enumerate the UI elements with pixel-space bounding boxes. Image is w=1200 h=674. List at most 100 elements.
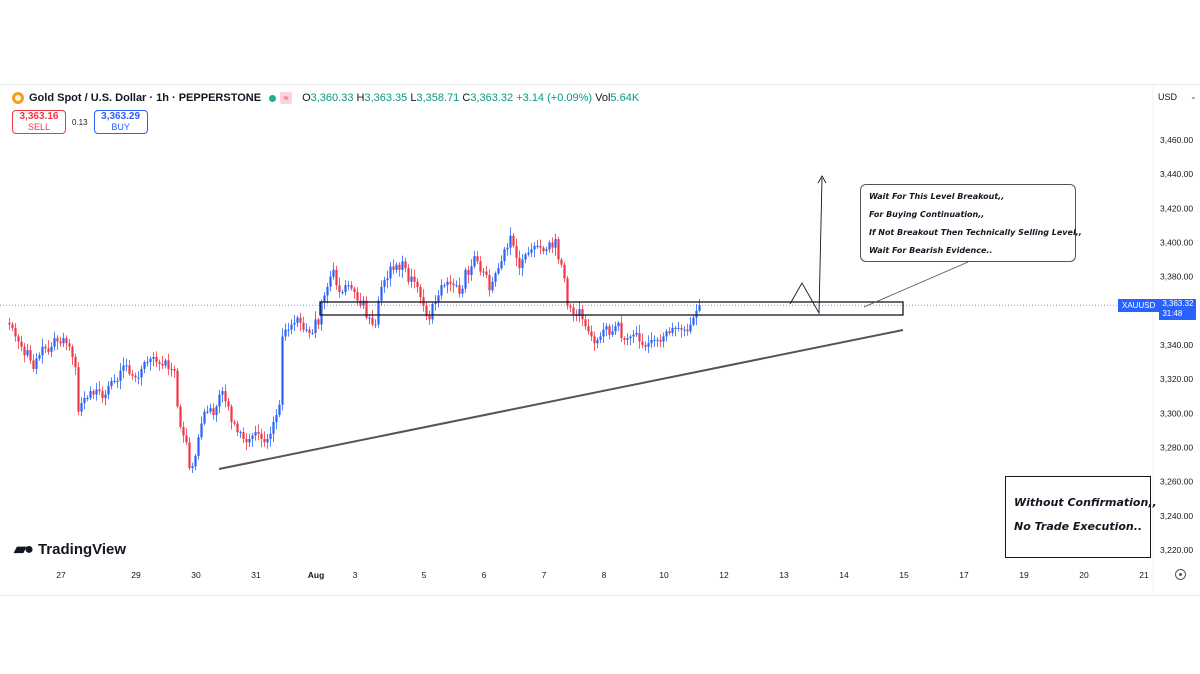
candle-body [545,249,548,252]
resistance-zone-box[interactable] [319,301,904,316]
candle [98,381,101,396]
candle [521,253,524,277]
candle-body [314,319,317,334]
candle [152,352,155,367]
candle-body [323,295,326,303]
note-line-1: Wait For This Level Breakout,, [869,192,1005,201]
candle [89,386,92,401]
candle-body [317,319,320,325]
candle-body [74,356,77,368]
candle [482,268,485,277]
candle-body [260,433,263,439]
price-tag-values: 3,363.32 31:48 [1159,299,1197,320]
candle [215,404,218,422]
candle-body [125,365,128,367]
candle [11,322,14,332]
candle-body [92,391,95,395]
candle-body [665,331,668,337]
candle-body [446,281,449,286]
volume-label: Vol [595,92,611,104]
projection-path[interactable] [789,177,823,315]
symbol-legend[interactable]: Gold Spot / U.S. Dollar · 1h · PEPPERSTO… [12,92,639,104]
y-tick-label: 3,440.00 [1160,169,1193,179]
candle-body [32,360,35,369]
candle [194,453,197,471]
candle-body [50,346,53,352]
candle [158,359,161,371]
candle [392,259,395,275]
candle [47,340,50,355]
sell-button[interactable]: 3,363.16 SELL [12,110,66,134]
x-tick-label: Aug [308,570,325,580]
candle-body [521,259,524,269]
candle [407,264,410,285]
candle [269,426,272,447]
candle-body [530,249,533,253]
candle [44,344,47,354]
candle-body [488,274,491,291]
candle [527,246,530,257]
x-tick-label: 12 [719,570,729,580]
candle [62,332,65,348]
candle [347,280,350,291]
candle-body [176,370,179,407]
candle-body [413,276,416,282]
close-value: 3,363.32 [470,92,514,104]
ascending-trendline[interactable] [218,329,904,470]
candle [257,424,260,441]
candle [80,397,83,417]
candle-body [506,247,509,250]
candle-body [287,329,290,331]
candle [689,317,692,334]
candle-body [146,362,149,364]
candle-body [248,438,251,443]
candle-body [524,254,527,260]
candle [503,247,506,266]
candle-body [275,415,278,422]
candle-body [677,327,680,329]
candle-body [377,300,380,325]
candle-body [281,336,284,405]
y-tick-label: 3,300.00 [1160,408,1193,418]
candle-body [218,394,221,407]
candle-body [68,343,71,347]
candle [437,290,440,308]
candle-body [371,317,374,325]
candle-body [155,356,158,363]
candle [146,356,149,367]
candle-body [602,329,605,337]
gear-icon[interactable] [1175,569,1186,580]
candle-body [491,281,494,291]
buy-button[interactable]: 3,363.29 BUY [93,110,148,134]
candle [596,337,599,349]
chevron-down-icon[interactable]: ⌄ [1190,92,1197,101]
candle-body [101,391,104,398]
candle [611,324,614,337]
candle [467,265,470,284]
candle-body [464,269,467,289]
candle-body [605,326,608,330]
candle-body [131,374,134,376]
candle-body [410,276,413,282]
candle-body [203,411,206,424]
candle [440,279,443,300]
candle-body [584,319,587,327]
price-tag-price: 3,363.32 [1162,299,1194,308]
candle [623,336,626,345]
candle-body [365,300,368,318]
candle [341,289,344,295]
candle [386,270,389,289]
candle [401,255,404,279]
candle-body [290,324,293,330]
candle-body [653,339,656,341]
candle-body [107,386,110,395]
candle-body [551,242,554,248]
currency-selector[interactable]: USD [1158,92,1178,102]
candle-body [209,408,212,412]
data-provider-badge[interactable]: ≈ [280,92,293,104]
symbol-title[interactable]: Gold Spot / U.S. Dollar · 1h · PEPPERSTO… [29,92,262,104]
candle-body [461,288,464,294]
candle [389,262,392,287]
candle-body [227,401,230,407]
